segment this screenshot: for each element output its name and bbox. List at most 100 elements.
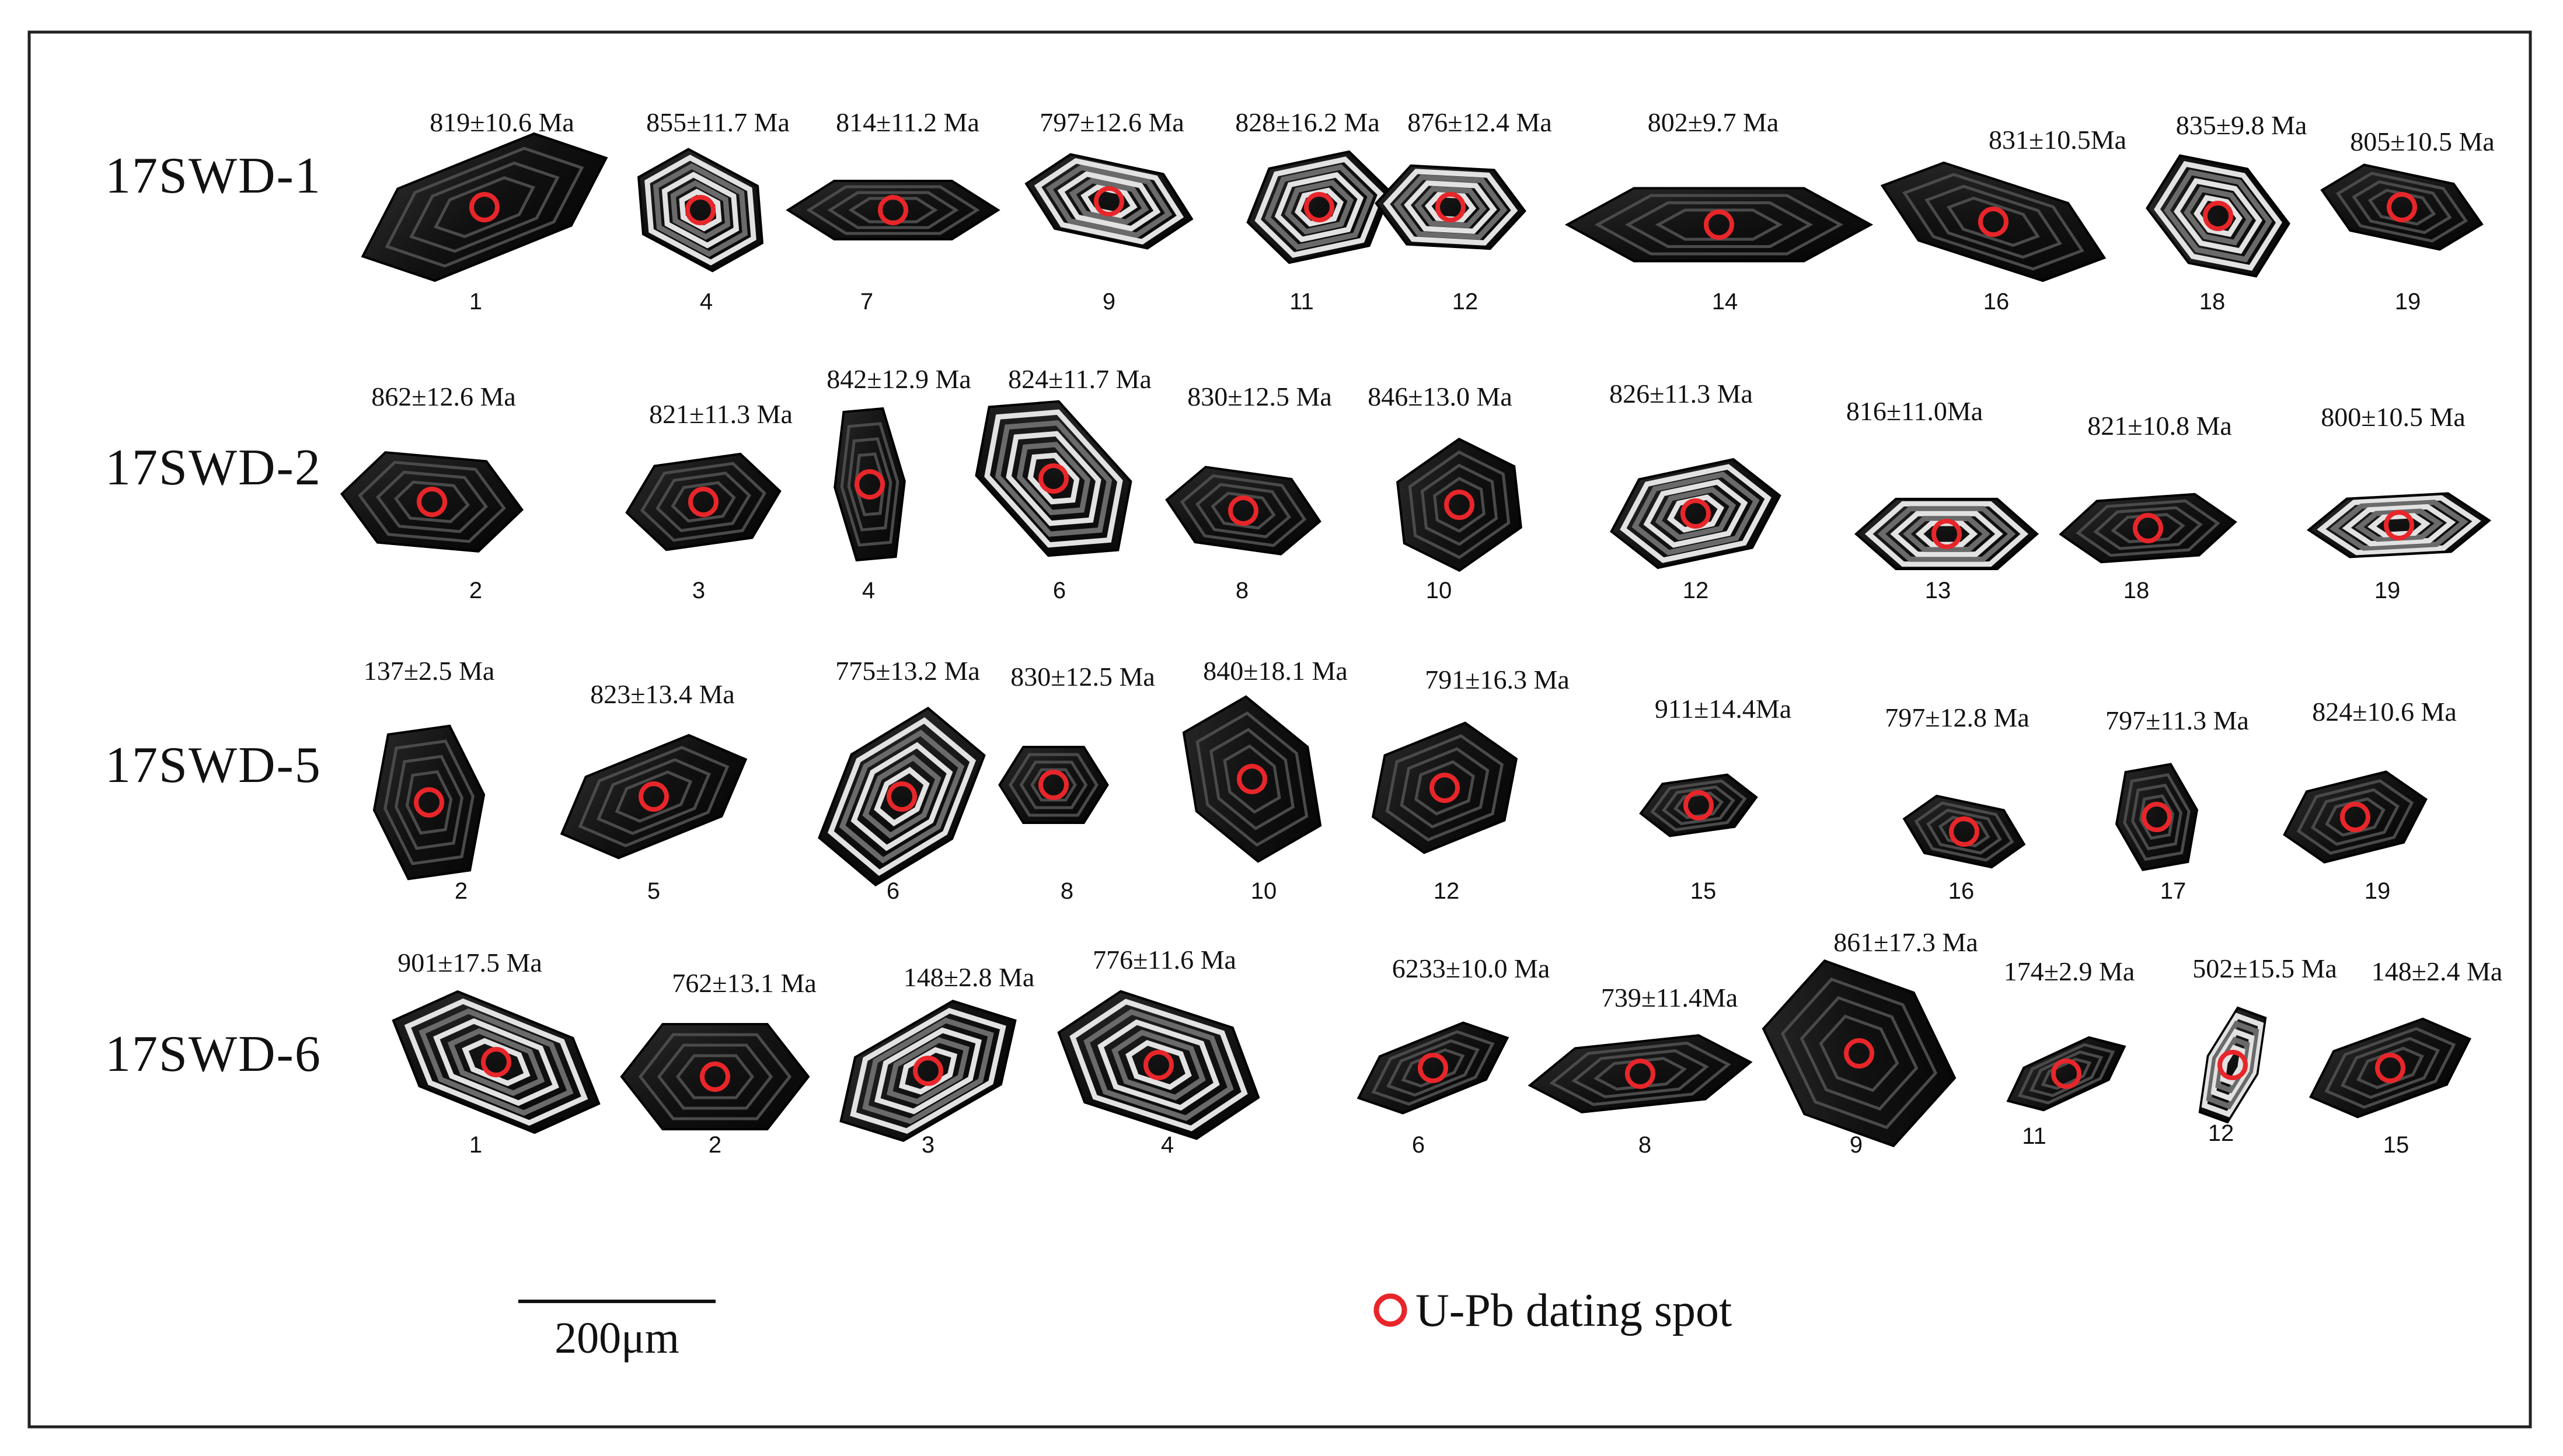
grain-zoning-band bbox=[1666, 494, 1725, 533]
grain-zoning-band bbox=[1420, 463, 1498, 546]
grain-zoning-band bbox=[1408, 450, 1511, 560]
grain-zoning-band bbox=[1414, 186, 1487, 228]
grain-number: 9 bbox=[1850, 1132, 1863, 1158]
grain-zoning-band bbox=[1643, 479, 1748, 548]
grain-number: 2 bbox=[709, 1132, 721, 1158]
grain-number: 8 bbox=[1638, 1132, 1651, 1158]
zircon-grain bbox=[372, 724, 486, 881]
grain-zoning-band bbox=[848, 197, 938, 224]
dating-spot-marker bbox=[1418, 1053, 1448, 1083]
zircon-grain bbox=[620, 1023, 810, 1130]
dating-spot-marker bbox=[2375, 1053, 2405, 1083]
dating-spot-marker bbox=[2203, 201, 2233, 231]
grain-zoning-band bbox=[1549, 1041, 1731, 1106]
grain-number: 11 bbox=[1289, 289, 1314, 315]
grain-zoning-band bbox=[1915, 521, 1978, 547]
grain-number: 19 bbox=[2374, 578, 2401, 603]
dating-spot-marker bbox=[1978, 207, 2008, 237]
grain-age-label: 739±11.4Ma bbox=[1601, 983, 1738, 1012]
sample-label: 17SWD-5 bbox=[105, 737, 322, 794]
dating-spot-marker bbox=[1429, 773, 1460, 803]
grain-number: 4 bbox=[700, 289, 713, 315]
grain-age-label: 861±17.3 Ma bbox=[1833, 927, 1978, 957]
grain-zoning-band bbox=[644, 155, 756, 266]
grain-zoning-band bbox=[1195, 711, 1309, 847]
grain-body bbox=[1371, 721, 1518, 854]
grain-age-label: 502±15.5 Ma bbox=[2192, 954, 2337, 983]
grain-zoning-band bbox=[1180, 474, 1307, 547]
dating-spot-legend-icon bbox=[1373, 1293, 1407, 1327]
grain-age-label: 911±14.4Ma bbox=[1655, 694, 1791, 724]
grain-zoning-band bbox=[862, 754, 941, 839]
zircon-grain bbox=[1762, 959, 1957, 1147]
grain-zoning-band bbox=[1019, 760, 1088, 809]
zircon-grain bbox=[2198, 1006, 2267, 1124]
grain-zoning-band bbox=[2139, 794, 2175, 840]
grain-body bbox=[1165, 466, 1321, 556]
grain-body bbox=[998, 746, 1109, 824]
grain-zoning-band bbox=[1400, 747, 1490, 829]
grain-zoning-band bbox=[383, 739, 475, 865]
grain-zoning-band bbox=[1631, 472, 1760, 556]
zircon-grain bbox=[2306, 492, 2492, 558]
grain-zoning-band bbox=[1914, 801, 2014, 862]
grain-age-label: 826±11.3 Ma bbox=[1609, 379, 1753, 408]
sample-label: 17SWD-2 bbox=[105, 439, 322, 496]
grain-body bbox=[340, 451, 524, 553]
grain-zoning-band bbox=[2310, 788, 2400, 846]
grain-body bbox=[392, 990, 601, 1134]
grain-zoning-band bbox=[1125, 1040, 1192, 1090]
grain-body bbox=[1564, 187, 1874, 263]
zircon-grain bbox=[2115, 763, 2199, 871]
grain-zoning-band bbox=[615, 770, 693, 823]
zircon-grain bbox=[1357, 1021, 1509, 1115]
grain-number: 3 bbox=[922, 1132, 934, 1158]
dating-spot-marker bbox=[481, 1047, 511, 1077]
grain-zoning-band bbox=[995, 420, 1113, 537]
grain-zoning-band bbox=[1655, 208, 1783, 241]
grain-zoning-band bbox=[1414, 760, 1475, 816]
grain-body bbox=[2320, 163, 2484, 251]
grain-zoning-band bbox=[827, 191, 959, 229]
grain-zoning-band bbox=[2340, 1036, 2440, 1099]
grain-zoning-band bbox=[419, 1008, 574, 1116]
grain-number: 12 bbox=[2208, 1120, 2234, 1146]
grain-zoning-band bbox=[2356, 1046, 2424, 1090]
zircon-grain bbox=[340, 451, 524, 553]
grain-number: 10 bbox=[1426, 578, 1452, 603]
grain-zoning-band bbox=[2335, 172, 2468, 243]
grain-zoning-band bbox=[2206, 1021, 2259, 1109]
grain-zoning-band bbox=[2220, 1045, 2245, 1085]
grain-number: 19 bbox=[2365, 878, 2391, 904]
grain-zoning-band bbox=[840, 422, 899, 547]
dating-spot-marker bbox=[1844, 1038, 1874, 1069]
grain-zoning-band bbox=[2174, 178, 2262, 254]
grain-zoning-band bbox=[827, 717, 977, 876]
grain-zoning-band bbox=[1027, 452, 1080, 505]
grain-number: 2 bbox=[469, 578, 482, 603]
grain-zoning-band bbox=[1069, 998, 1248, 1132]
grain-number: 6 bbox=[1053, 578, 1066, 603]
grain-zoning-band bbox=[1209, 728, 1295, 830]
grain-zoning-band bbox=[1211, 491, 1276, 530]
grain-number: 16 bbox=[1983, 289, 2010, 315]
grain-zoning-band bbox=[1030, 768, 1077, 802]
grain-zoning-band bbox=[2355, 508, 2443, 542]
grain-age-label: 802±9.7 Ma bbox=[1648, 107, 1779, 137]
grain-zoning-band bbox=[2194, 194, 2243, 238]
grain-zoning-band bbox=[1009, 753, 1099, 817]
grain-zoning-band bbox=[1924, 184, 2062, 259]
zircon-grain bbox=[2146, 154, 2290, 278]
grain-number: 19 bbox=[2395, 289, 2421, 315]
dating-spot-marker bbox=[1304, 192, 1334, 222]
grain-age-label: 148±2.8 Ma bbox=[904, 962, 1035, 992]
grain-zoning-band bbox=[2154, 161, 2282, 271]
grain-zoning-band bbox=[1655, 487, 1736, 540]
grain-zoning-band bbox=[1926, 808, 2002, 855]
grain-zoning-band bbox=[1393, 174, 1508, 240]
zircon-grain bbox=[560, 734, 748, 860]
grain-zoning-band bbox=[2324, 1026, 2456, 1109]
zircon-grain bbox=[2059, 493, 2237, 564]
grain-zoning-band bbox=[1080, 184, 1138, 218]
